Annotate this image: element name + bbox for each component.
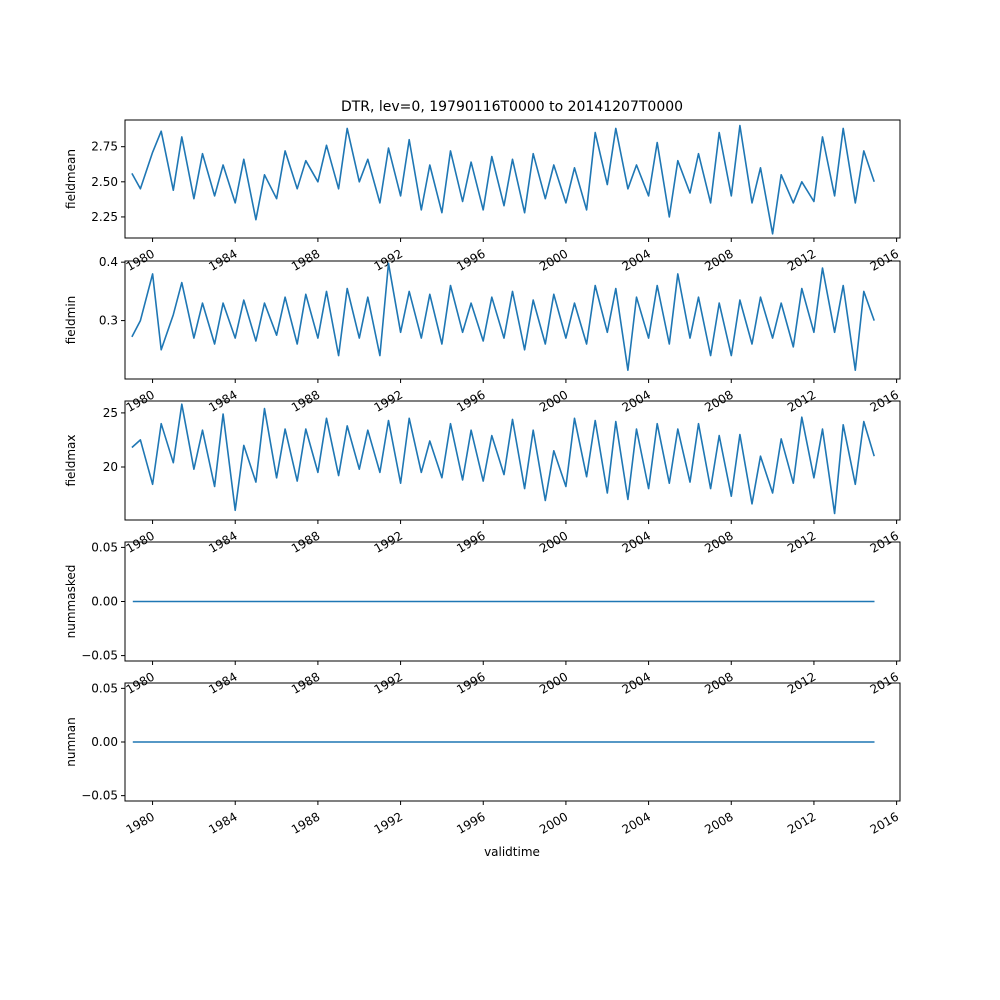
y-tick-label: 0.3 bbox=[99, 314, 118, 328]
y-tick-label: 0.00 bbox=[91, 595, 118, 609]
y-tick-label: 20 bbox=[103, 460, 118, 474]
x-axis-label: validtime bbox=[484, 845, 540, 859]
y-tick-label: 25 bbox=[103, 406, 118, 420]
y-axis-label: fieldmean bbox=[64, 149, 78, 209]
series-line-fieldmin bbox=[131, 262, 875, 372]
y-tick-label: 0.05 bbox=[91, 681, 118, 695]
y-tick-label: 2.50 bbox=[91, 175, 118, 189]
series-line-fieldmean bbox=[131, 124, 875, 235]
y-tick-label: 0.00 bbox=[91, 735, 118, 749]
y-axis-label: fieldmax bbox=[64, 434, 78, 486]
y-axis-label: fieldmin bbox=[64, 296, 78, 345]
y-tick-label: −0.05 bbox=[81, 789, 118, 803]
y-tick-label: 0.4 bbox=[99, 255, 118, 269]
y-tick-label: 2.25 bbox=[91, 210, 118, 224]
y-tick-label: 0.05 bbox=[91, 540, 118, 554]
axes-frame bbox=[124, 260, 901, 380]
y-tick-label: 2.75 bbox=[91, 140, 118, 154]
y-axis-label: numnan bbox=[64, 717, 78, 766]
series-line-fieldmax bbox=[131, 403, 875, 515]
y-axis-label: nummasked bbox=[64, 565, 78, 639]
y-tick-label: −0.05 bbox=[81, 649, 118, 663]
axes-frame bbox=[124, 119, 901, 239]
chart-title: DTR, lev=0, 19790116T0000 to 20141207T00… bbox=[341, 99, 683, 115]
axes-frame bbox=[124, 400, 901, 521]
